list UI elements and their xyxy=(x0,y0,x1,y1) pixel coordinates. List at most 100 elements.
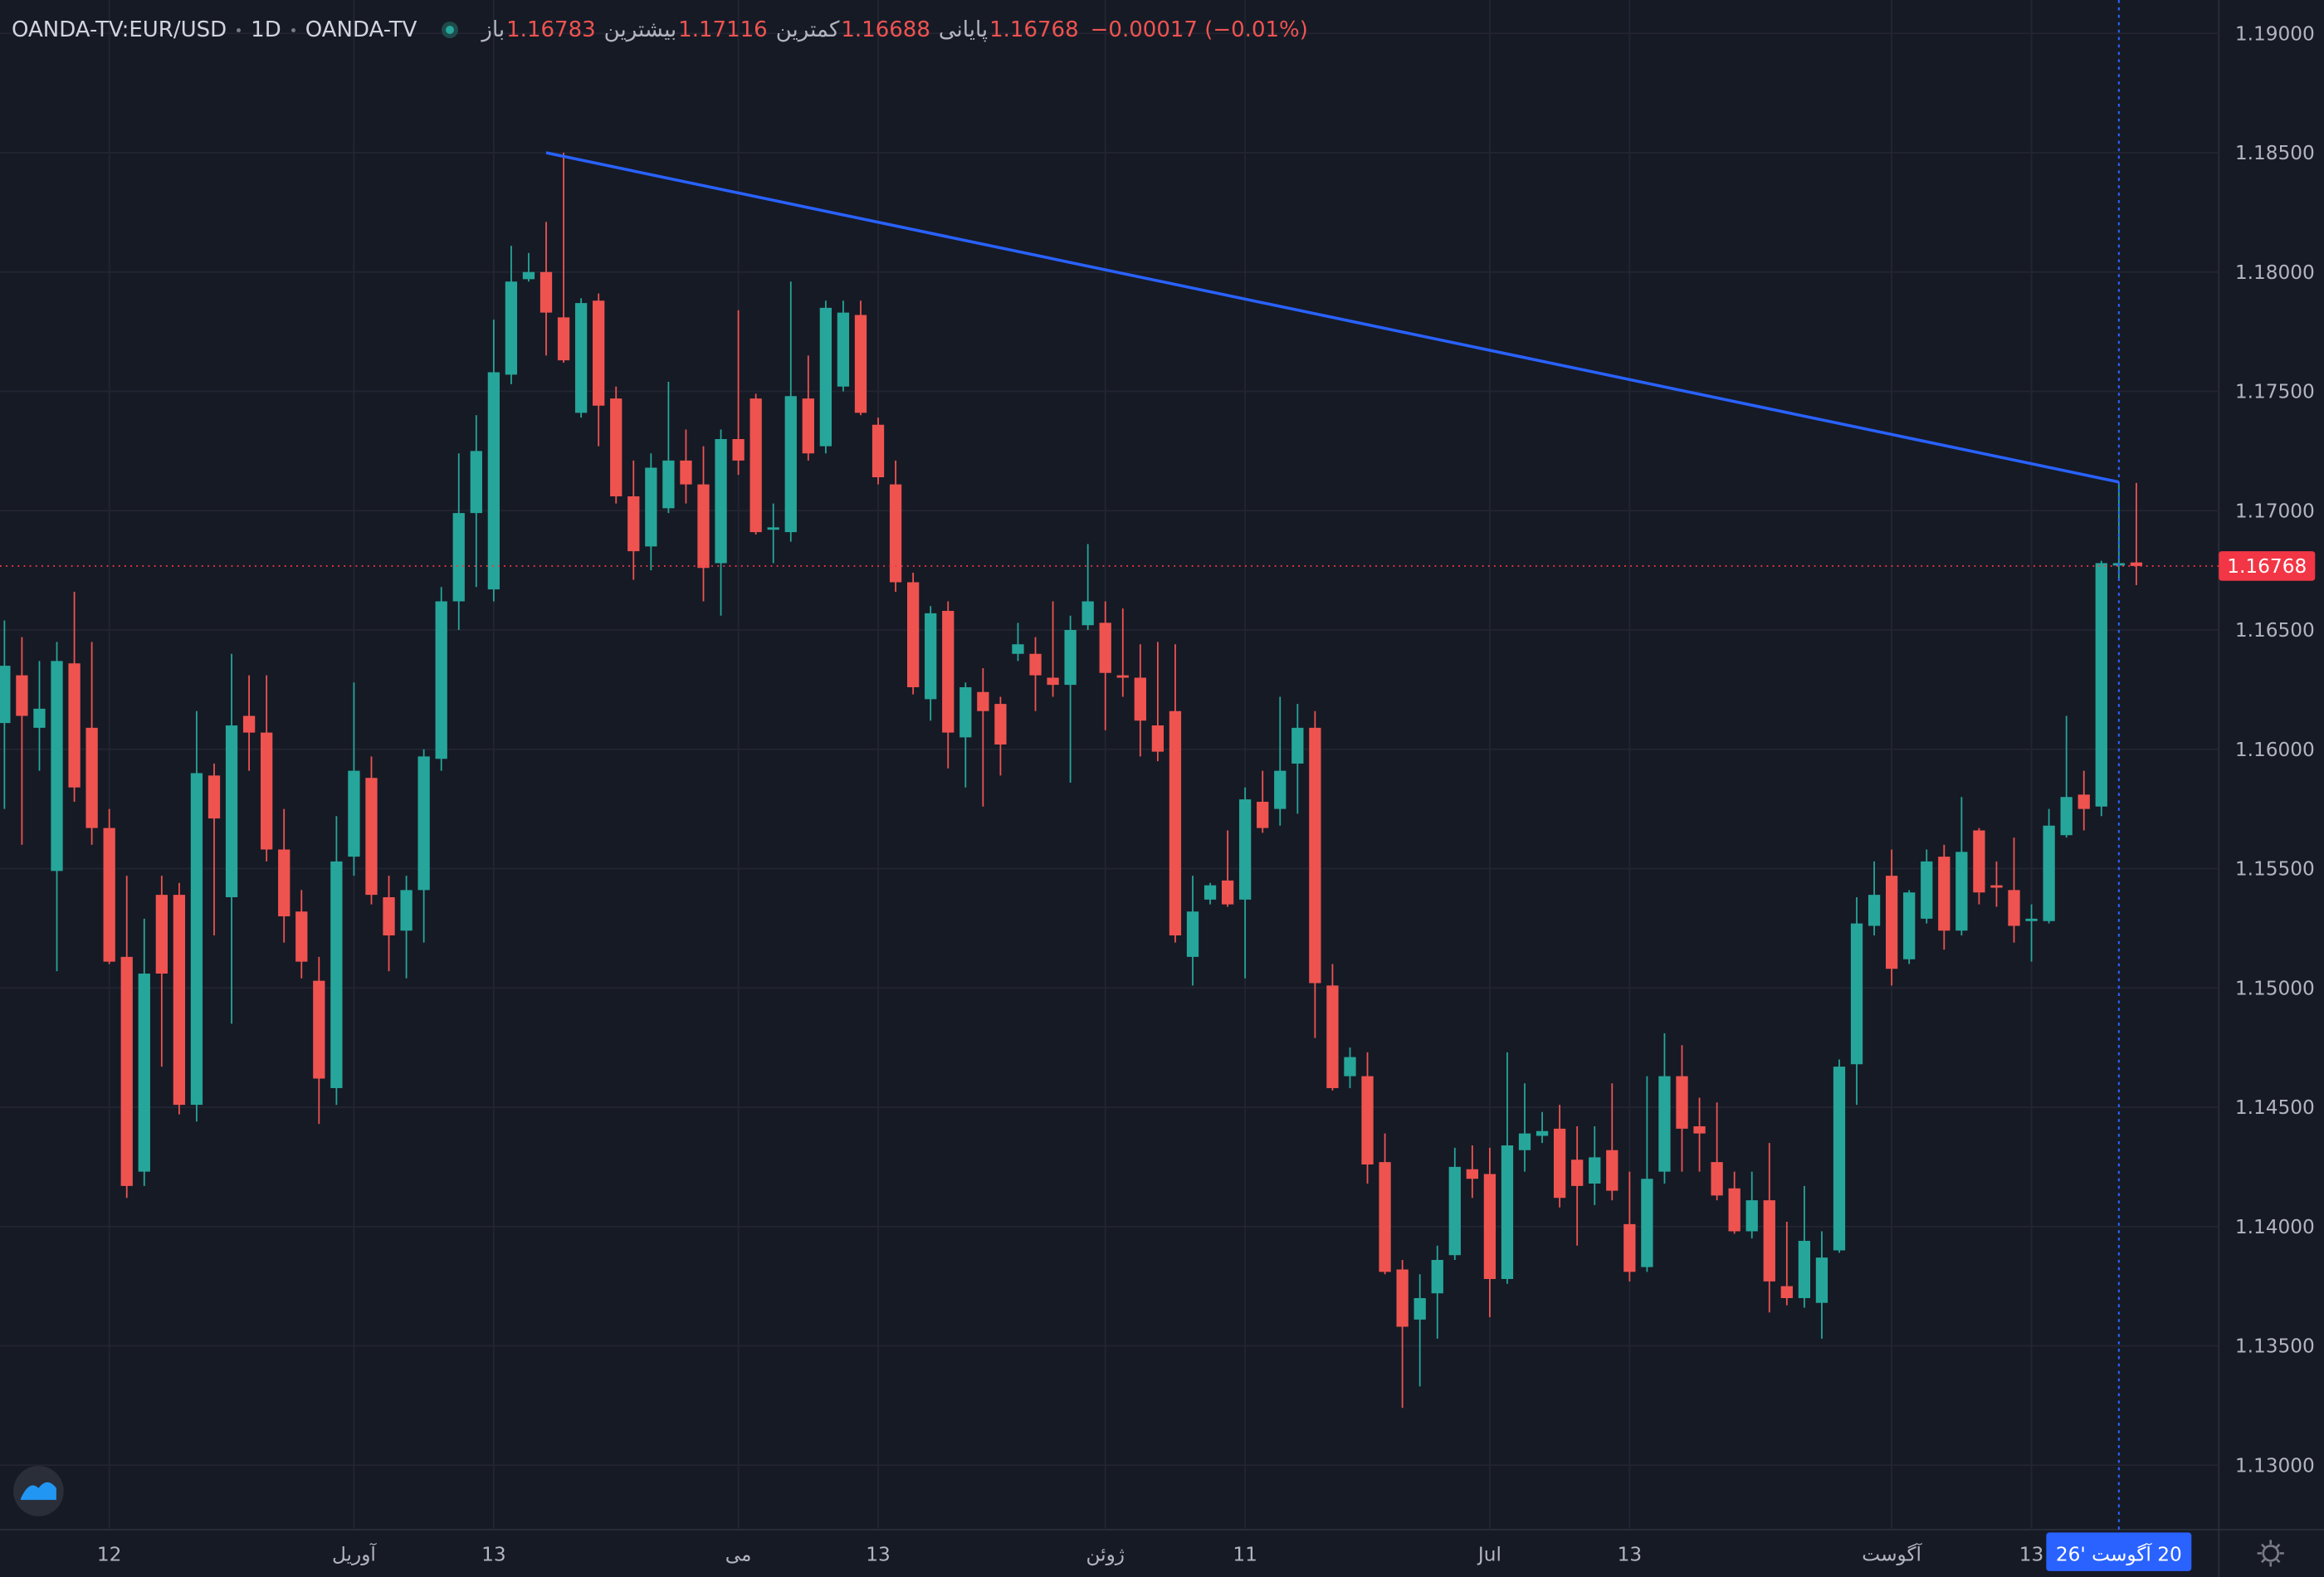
candle-body xyxy=(802,398,814,454)
candle-body xyxy=(1169,710,1182,935)
open-value: 1.16783 xyxy=(506,17,596,42)
candle-body xyxy=(1396,1269,1409,1327)
candle-body xyxy=(33,708,46,728)
y-tick-label: 1.16500 xyxy=(2235,619,2315,642)
candle-body xyxy=(1291,727,1304,764)
candle-body xyxy=(1973,830,1985,893)
candle-body xyxy=(977,691,989,711)
candle-body xyxy=(51,661,63,872)
x-tick-label: ژوئن xyxy=(1086,1543,1125,1565)
x-tick-label: می xyxy=(725,1543,752,1565)
logo[interactable] xyxy=(13,1466,64,1516)
candle-body xyxy=(1763,1200,1775,1282)
candle-body xyxy=(1186,911,1199,957)
candle-body xyxy=(1081,601,1094,626)
x-tick-label: 13 xyxy=(866,1543,891,1565)
candle-body xyxy=(2060,797,2073,836)
candle-body xyxy=(1990,885,2003,888)
candle-body xyxy=(610,398,622,496)
change: −0.00017 (−0.01%) xyxy=(1090,17,1308,42)
candle-body xyxy=(2025,918,2038,921)
candle-body xyxy=(1921,861,1933,919)
x-tick-label: آوریل xyxy=(332,1542,377,1565)
candle-body xyxy=(1903,892,1916,959)
candle-body xyxy=(1361,1076,1374,1164)
candle-body xyxy=(138,973,150,1172)
candle-body xyxy=(1501,1145,1514,1279)
candle-body xyxy=(452,513,465,602)
candle-body xyxy=(1606,1150,1618,1191)
y-tick-label: 1.15000 xyxy=(2235,977,2315,999)
candle-body xyxy=(1379,1162,1391,1272)
last-price-box xyxy=(2219,551,2316,581)
crosshair-box xyxy=(2046,1532,2192,1571)
candle-body xyxy=(1326,985,1339,1088)
settings-icon[interactable] xyxy=(2257,1540,2284,1567)
candle-body xyxy=(925,613,937,700)
settings-circle[interactable] xyxy=(2262,1545,2279,1562)
separator xyxy=(290,27,295,32)
candle-body xyxy=(994,704,1007,745)
y-tick-label: 1.18000 xyxy=(2235,261,2315,284)
candle-body xyxy=(959,686,972,738)
candles xyxy=(0,152,2143,1409)
exchange: OANDA-TV xyxy=(305,17,417,42)
symbol: OANDA-TV:EUR/USD xyxy=(12,17,227,42)
x-tick-label: 13 xyxy=(2019,1543,2044,1565)
high-label: بیشترین xyxy=(603,17,677,42)
separator xyxy=(237,27,242,32)
candle-body xyxy=(2095,563,2107,807)
candle-body xyxy=(1658,1076,1671,1172)
interval[interactable]: 1D xyxy=(251,17,281,42)
logo-icon[interactable] xyxy=(21,1482,56,1501)
candle-body xyxy=(1151,725,1164,752)
close-value: 1.16768 xyxy=(989,17,1079,42)
candle-body xyxy=(697,484,710,569)
candle-body xyxy=(942,610,954,733)
candle-body xyxy=(348,770,360,857)
close-label: پایانی xyxy=(938,17,989,42)
candle-body xyxy=(295,911,308,962)
candle-body xyxy=(85,727,98,828)
candle-body xyxy=(330,861,343,1088)
x-tick-label: 13 xyxy=(1618,1543,1643,1565)
candle-body xyxy=(1676,1076,1688,1129)
candle-body xyxy=(1850,923,1863,1065)
candle-body xyxy=(574,303,588,413)
candle-body xyxy=(365,778,378,896)
candle-body xyxy=(1012,644,1024,654)
candle-body xyxy=(242,715,256,733)
market-status[interactable] xyxy=(442,22,459,38)
candle-body xyxy=(1798,1240,1811,1298)
candle-body xyxy=(313,980,325,1079)
candle-body xyxy=(1309,727,1321,984)
candle-body xyxy=(522,271,535,280)
candle-body xyxy=(1536,1130,1549,1136)
candle-body xyxy=(1257,801,1269,828)
candle-body xyxy=(732,438,745,461)
candle-body xyxy=(680,460,692,485)
candle-body xyxy=(854,315,867,413)
candle-body xyxy=(872,424,885,477)
candle-body xyxy=(225,725,238,897)
candle-body xyxy=(837,312,850,387)
candle-body xyxy=(1448,1166,1461,1256)
open-label: باز xyxy=(481,17,505,42)
candle-body xyxy=(208,775,221,819)
candle-body xyxy=(1239,799,1252,900)
trend-line xyxy=(545,151,2120,484)
candle-body xyxy=(1833,1067,1846,1251)
settings-rays[interactable] xyxy=(2257,1540,2284,1567)
y-tick-label: 1.13500 xyxy=(2235,1335,2315,1358)
candle-body xyxy=(1116,675,1129,678)
candle-body xyxy=(889,484,902,583)
candle-body xyxy=(68,663,81,788)
candle-body xyxy=(435,601,447,759)
candle-body xyxy=(2130,562,2143,566)
candle-body xyxy=(1204,885,1217,900)
candle-body xyxy=(1815,1257,1828,1303)
candle-body xyxy=(1431,1259,1443,1294)
candle-body xyxy=(1413,1297,1426,1320)
